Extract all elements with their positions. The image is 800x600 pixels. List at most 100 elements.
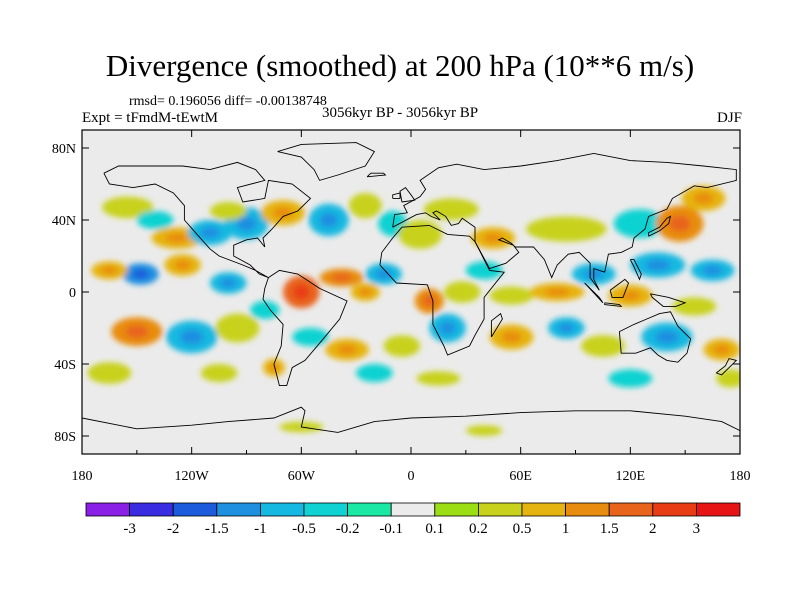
field-region [423, 198, 479, 220]
period-label: 3056kyr BP - 3056kyr BP [322, 105, 479, 121]
colorbar-label: -1.5 [205, 521, 229, 537]
coastlines [82, 142, 740, 433]
field-core [132, 269, 149, 279]
field-core [558, 323, 575, 333]
y-tick-label: 0 [69, 286, 76, 301]
coastline [103, 161, 312, 279]
chart-title: Divergence (smoothed) at 200 hPa (10**6 … [105, 48, 695, 83]
field-core [331, 273, 352, 282]
field-core [165, 233, 189, 243]
colorbar-box [129, 502, 174, 517]
field-core [219, 278, 237, 288]
field-core [337, 344, 357, 355]
field-region [136, 211, 174, 229]
field-region [465, 425, 503, 436]
colorbar-box [696, 502, 741, 517]
field-core [358, 287, 372, 297]
colorbar-box [565, 502, 610, 517]
field-core [501, 331, 522, 343]
season-label: DJF [716, 110, 742, 126]
field-core [693, 192, 714, 205]
colorbar-box [652, 502, 697, 517]
field-region [580, 335, 625, 357]
field-core [544, 287, 570, 297]
colorbar-label: -0.2 [336, 521, 360, 537]
coastline [490, 312, 503, 338]
colorbar-label: -0.1 [379, 521, 403, 537]
colorbar-label: -0.5 [292, 521, 316, 537]
field-core [174, 260, 191, 270]
field-core [319, 212, 338, 228]
coastline [262, 269, 348, 387]
colorbar-label: -2 [167, 521, 180, 537]
y-tick-label: 40S [54, 358, 76, 373]
field-core [620, 290, 641, 301]
colorbar-label: 1 [562, 521, 570, 537]
field-region [465, 261, 503, 280]
colorbar-label: -3 [123, 521, 136, 537]
colorbar-label: -1 [254, 521, 267, 537]
field-core [375, 269, 392, 279]
colorbar-box [434, 502, 479, 517]
colorbar-label: 0.2 [469, 521, 488, 537]
field-core [125, 325, 149, 339]
field-region [383, 335, 421, 357]
field-region [215, 313, 260, 343]
y-tick-label: 80N [52, 142, 76, 157]
colorbar-box [608, 502, 654, 517]
field-region [416, 371, 461, 386]
field-core [668, 215, 691, 232]
x-tick-label: 180 [730, 469, 751, 484]
field-region [200, 364, 238, 382]
field-core [713, 344, 730, 355]
colorbar-label: 0.5 [513, 521, 532, 537]
x-tick-label: 180 [72, 469, 93, 484]
field-region [526, 216, 607, 242]
field-region [292, 328, 329, 346]
coastline [604, 302, 623, 307]
colorbar-box [172, 502, 218, 517]
y-tick-label: 40N [52, 214, 76, 229]
colorbar-label: 0.1 [425, 521, 444, 537]
colorbar-box [216, 502, 261, 517]
x-tick-label: 60E [509, 469, 532, 484]
x-tick-label: 120W [175, 469, 210, 484]
y-tick-label: 80S [54, 430, 76, 445]
colorbar-label: 3 [693, 521, 701, 537]
axes: 180 120W 60W 0 60E 120E 180 80N 40N 0 40S 80S [52, 130, 751, 484]
field-core [293, 284, 310, 300]
x-tick-label: 60W [288, 469, 316, 484]
coastline [277, 142, 376, 181]
stats-label: rmsd= 0.196056 diff= -0.00138748 [129, 94, 327, 109]
coastline [648, 215, 672, 237]
x-tick-label: 0 [408, 469, 415, 484]
field-core [483, 233, 504, 243]
coastline [609, 278, 630, 298]
colorbar-label: 1.5 [600, 521, 619, 537]
field-region [356, 364, 393, 382]
coastline [715, 358, 738, 376]
field-core [439, 321, 456, 335]
colorbar-box [85, 502, 130, 517]
coastline [366, 172, 387, 178]
coastline [618, 311, 692, 363]
field-core [273, 207, 293, 219]
field-core [236, 216, 257, 231]
field-core [101, 266, 118, 275]
field-region [489, 286, 534, 305]
coastline [584, 282, 604, 304]
field-region [398, 220, 443, 249]
colorbar-box [390, 502, 436, 517]
field-core [200, 226, 220, 239]
field-region [443, 281, 481, 303]
field-core [702, 265, 723, 276]
colorbar-box [477, 502, 523, 517]
coastline [392, 192, 401, 199]
field-region [608, 369, 653, 388]
colorbar-box [259, 502, 305, 517]
field-region [348, 193, 382, 219]
field-region [209, 202, 247, 220]
field-region [250, 301, 280, 319]
field-region [102, 196, 154, 219]
